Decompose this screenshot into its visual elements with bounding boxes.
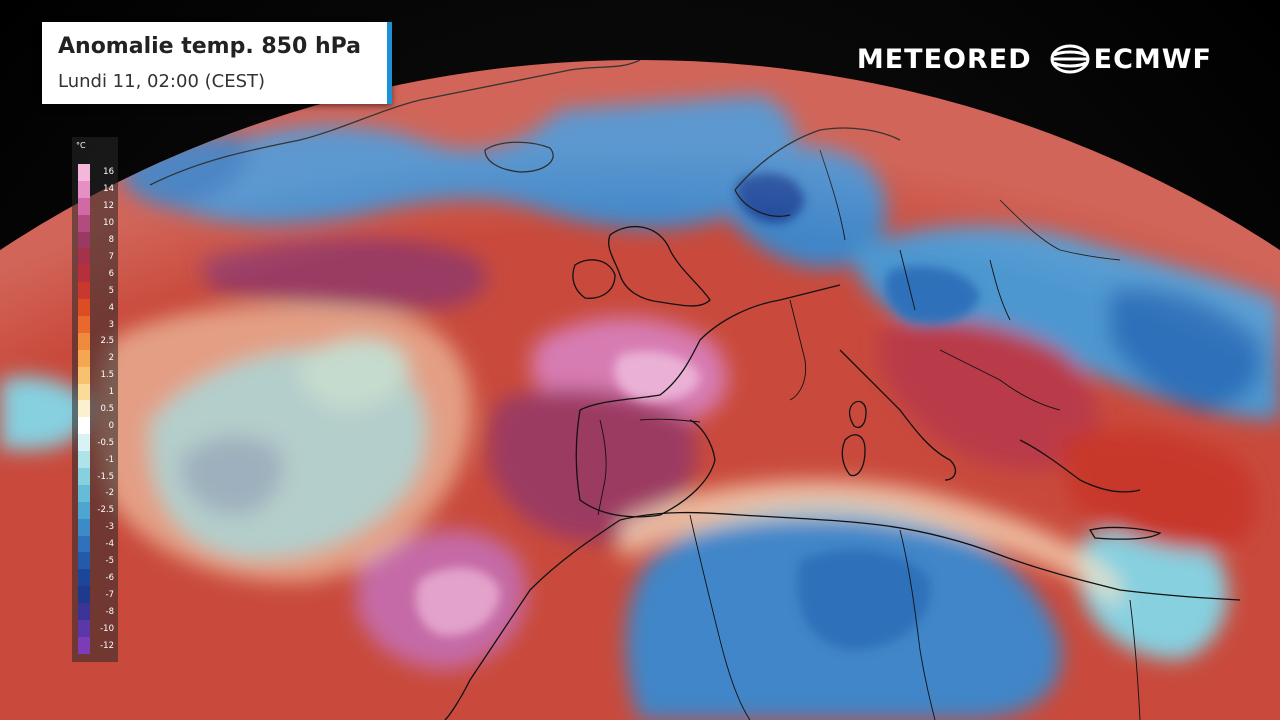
- map-title: Anomalie temp. 850 hPa: [58, 34, 361, 59]
- ecmwf-globe-icon: [1050, 44, 1090, 74]
- legend-label: -12: [100, 640, 114, 651]
- legend-label: 7: [108, 251, 114, 262]
- legend-swatch: [78, 299, 90, 317]
- legend-label: -7: [105, 589, 114, 600]
- legend-swatch: [78, 451, 90, 469]
- legend-swatch: [78, 603, 90, 621]
- legend-swatch: [78, 636, 90, 654]
- legend-color-bar: [78, 164, 90, 654]
- legend-label: 1.5: [100, 370, 114, 381]
- legend-swatch: [78, 501, 90, 519]
- legend-swatch: [78, 383, 90, 401]
- legend-swatch: [78, 535, 90, 553]
- legend-swatch: [78, 265, 90, 283]
- legend-label: 5: [108, 285, 114, 296]
- legend-swatch: [78, 248, 90, 266]
- legend-swatch: [78, 417, 90, 435]
- legend-label: -2.5: [97, 505, 114, 516]
- legend-label: 10: [103, 218, 114, 229]
- legend-label: -6: [105, 572, 114, 583]
- legend-swatch: [78, 468, 90, 485]
- legend-label: 2.5: [100, 336, 114, 347]
- legend-swatch: [78, 569, 90, 587]
- legend-label: -1: [105, 454, 114, 465]
- legend-swatch: [78, 518, 90, 536]
- legend-label: 3: [108, 319, 114, 330]
- legend-label: -4: [105, 539, 114, 550]
- legend-label: 4: [108, 302, 114, 313]
- legend-swatch: [78, 484, 90, 502]
- legend-label: 2: [108, 353, 114, 364]
- legend-label: 8: [108, 235, 114, 246]
- title-accent-bar: [387, 22, 392, 104]
- legend-label: -2: [105, 488, 114, 499]
- legend-labels: 16 14 12 10 8 7 6 5 4 3 2.5 2 1.5 1 0.5 0 -0.5 -1 -1.5 -2 -2…: [92, 164, 116, 654]
- legend-swatch: [78, 282, 90, 300]
- logos: METEORED ECMWF: [857, 42, 1212, 76]
- legend-label: -5: [105, 556, 114, 567]
- legend-swatch: [78, 214, 90, 232]
- legend-label: 1: [108, 387, 114, 398]
- legend-swatch: [78, 332, 90, 350]
- title-card: Anomalie temp. 850 hPa Lundi 11, 02:00 (…: [42, 22, 392, 104]
- map-subtitle: Lundi 11, 02:00 (CEST): [58, 71, 266, 92]
- legend-swatch: [78, 231, 90, 249]
- legend-swatch: [78, 552, 90, 570]
- legend-swatch: [78, 400, 90, 418]
- legend-label: 6: [108, 268, 114, 279]
- legend-swatch: [78, 316, 90, 333]
- legend-label: 0.5: [100, 404, 114, 414]
- legend-swatch: [78, 180, 90, 198]
- legend-label: -0.5: [97, 437, 114, 448]
- legend-unit: °C: [76, 141, 86, 150]
- legend-label: -10: [100, 623, 114, 634]
- legend-label: -3: [105, 522, 114, 533]
- legend-label: -8: [105, 606, 114, 617]
- ecmwf-logo: ECMWF: [1050, 44, 1212, 75]
- legend-swatch: [78, 586, 90, 604]
- legend-label: 14: [103, 184, 114, 195]
- legend-label: 16: [103, 167, 114, 178]
- legend-label: 0: [108, 420, 114, 431]
- legend-swatch: [78, 164, 90, 181]
- legend-label: -1.5: [97, 471, 114, 482]
- legend-swatch: [78, 434, 90, 452]
- legend-label: 12: [103, 201, 114, 212]
- legend-swatch: [78, 620, 90, 637]
- legend-swatch: [78, 197, 90, 215]
- color-legend: °C 16 14 12 10 8 7 6 5 4 3 2.5 2 1.5 1 0.5 0 -0.5 -1 -1.5 -…: [72, 137, 118, 662]
- meteored-logo: METEORED: [856, 43, 1032, 75]
- legend-swatch: [78, 349, 90, 367]
- legend-swatch: [78, 366, 90, 384]
- ecmwf-logo-text: ECMWF: [1093, 43, 1212, 75]
